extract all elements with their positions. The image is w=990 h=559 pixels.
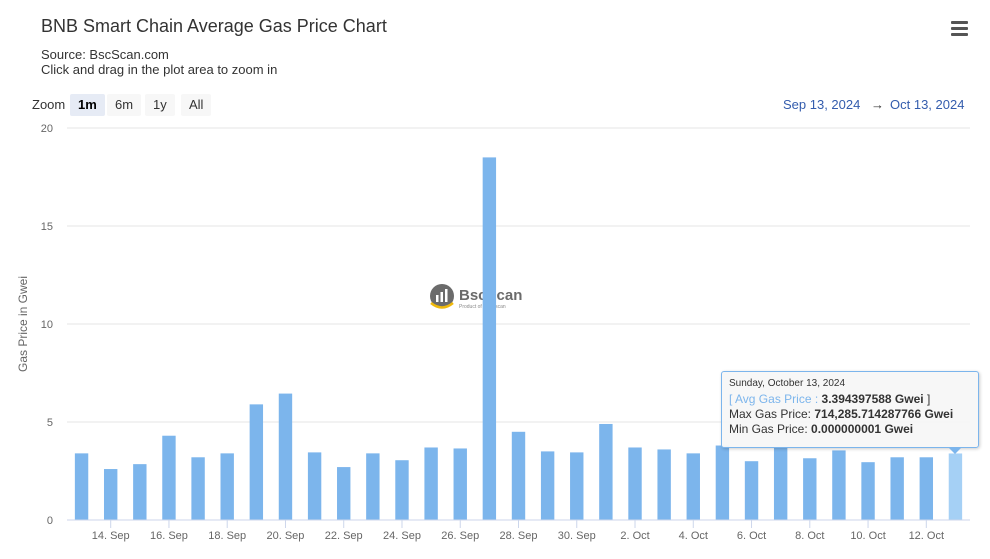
- tooltip-max-value: 714,285.714287766 Gwei: [814, 407, 954, 421]
- chart-title: BNB Smart Chain Average Gas Price Chart: [41, 16, 387, 36]
- bar[interactable]: [307, 452, 322, 520]
- bar[interactable]: [453, 448, 467, 520]
- tooltip-max-label: Max Gas Price:: [729, 407, 812, 421]
- tooltip-bracket-open: [: [729, 392, 736, 406]
- bar-series[interactable]: [74, 157, 963, 520]
- bscscan-watermark: BscScan Product of Etherscan: [430, 284, 522, 310]
- bar[interactable]: [803, 458, 817, 520]
- tooltip: Sunday, October 13, 2024 [ Avg Gas Price…: [721, 371, 979, 448]
- y-axis-ticks: 0 5 10 15 20: [41, 123, 53, 527]
- bar[interactable]: [249, 404, 264, 520]
- tooltip-avg-label: Avg Gas Price :: [735, 392, 819, 406]
- y-axis-label: Gas Price in Gwei: [16, 276, 30, 372]
- source-text: Source: BscScan.com: [41, 47, 169, 62]
- watermark-subtext: Product of Etherscan: [459, 304, 506, 310]
- bar[interactable]: [162, 435, 176, 520]
- zoom-6m-button[interactable]: 6m: [107, 94, 142, 116]
- bar[interactable]: [715, 445, 730, 520]
- x-tick-label: 12. Oct: [909, 530, 944, 542]
- x-tick-label: 4. Oct: [679, 530, 708, 542]
- x-tick-label: 26. Sep: [441, 530, 479, 542]
- y-tick-label: 5: [47, 417, 53, 429]
- bar[interactable]: [220, 453, 234, 520]
- chart-subtitle: Source: BscScan.com Click and drag in th…: [41, 47, 277, 77]
- bar[interactable]: [686, 453, 700, 520]
- bar[interactable]: [133, 464, 147, 520]
- x-tick-label: 20. Sep: [267, 530, 305, 542]
- zoom-all-button[interactable]: All: [181, 94, 212, 116]
- bar[interactable]: [540, 451, 555, 520]
- bar[interactable]: [861, 462, 875, 520]
- bar[interactable]: [395, 460, 409, 520]
- bar[interactable]: [948, 453, 963, 520]
- bar[interactable]: [366, 453, 380, 520]
- zoom-1y-button[interactable]: 1y: [145, 94, 175, 116]
- bar[interactable]: [424, 447, 438, 520]
- x-tick-label: 30. Sep: [558, 530, 596, 542]
- bar[interactable]: [103, 469, 118, 520]
- tooltip-bracket-close: ]: [923, 392, 931, 406]
- bar[interactable]: [744, 461, 759, 520]
- bar[interactable]: [832, 450, 846, 520]
- tooltip-avg-row: [ Avg Gas Price : 3.394397588 Gwei ]: [729, 392, 971, 407]
- bar[interactable]: [599, 423, 613, 520]
- bar[interactable]: [337, 467, 351, 520]
- bar[interactable]: [511, 431, 526, 520]
- zoom-instruction-text: Click and drag in the plot area to zoom …: [41, 62, 278, 77]
- range-to-input[interactable]: Oct 13, 2024: [890, 97, 965, 112]
- x-tick-label: 14. Sep: [92, 530, 130, 542]
- x-tick-label: 16. Sep: [150, 530, 188, 542]
- tooltip-min-row: Min Gas Price: 0.000000001 Gwei: [729, 422, 971, 437]
- bar[interactable]: [278, 393, 293, 520]
- bar[interactable]: [191, 457, 205, 520]
- x-tick-label: 22. Sep: [325, 530, 363, 542]
- range-separator: →: [871, 97, 884, 112]
- tooltip-date: Sunday, October 13, 2024: [729, 378, 846, 389]
- x-tick-label: 28. Sep: [500, 530, 538, 542]
- x-tick-label: 24. Sep: [383, 530, 421, 542]
- y-tick-label: 10: [41, 319, 53, 331]
- x-tick-label: 10. Oct: [850, 530, 885, 542]
- bar[interactable]: [919, 457, 934, 520]
- hamburger-menu-icon[interactable]: [947, 18, 973, 40]
- bar[interactable]: [628, 447, 642, 520]
- bar[interactable]: [570, 452, 584, 520]
- tooltip-max-row: Max Gas Price: 714,285.714287766 Gwei: [729, 407, 971, 422]
- x-tick-label: 6. Oct: [737, 530, 766, 542]
- tooltip-min-value: 0.000000001 Gwei: [811, 422, 914, 436]
- tooltip-min-label: Min Gas Price:: [729, 422, 808, 436]
- zoom-1m-button[interactable]: 1m: [70, 94, 105, 116]
- tooltip-pointer: [948, 447, 962, 454]
- x-tick-label: 18. Sep: [208, 530, 246, 542]
- tooltip-avg-value: 3.394397588 Gwei: [821, 392, 924, 406]
- bar[interactable]: [773, 447, 788, 520]
- zoom-label: Zoom: [32, 97, 66, 112]
- y-tick-label: 0: [47, 515, 53, 527]
- bar[interactable]: [657, 449, 671, 520]
- x-tick-label: 8. Oct: [795, 530, 824, 542]
- bar[interactable]: [482, 157, 497, 520]
- range-from-input[interactable]: Sep 13, 2024: [783, 97, 861, 112]
- y-tick-label: 20: [41, 123, 53, 135]
- y-tick-label: 15: [41, 221, 53, 233]
- bar[interactable]: [74, 453, 89, 520]
- x-tick-label: 2. Oct: [620, 530, 649, 542]
- x-axis-ticks: 14. Sep 16. Sep 18. Sep 20. Sep 22. Sep 24. S…: [92, 520, 944, 542]
- bar[interactable]: [890, 457, 904, 520]
